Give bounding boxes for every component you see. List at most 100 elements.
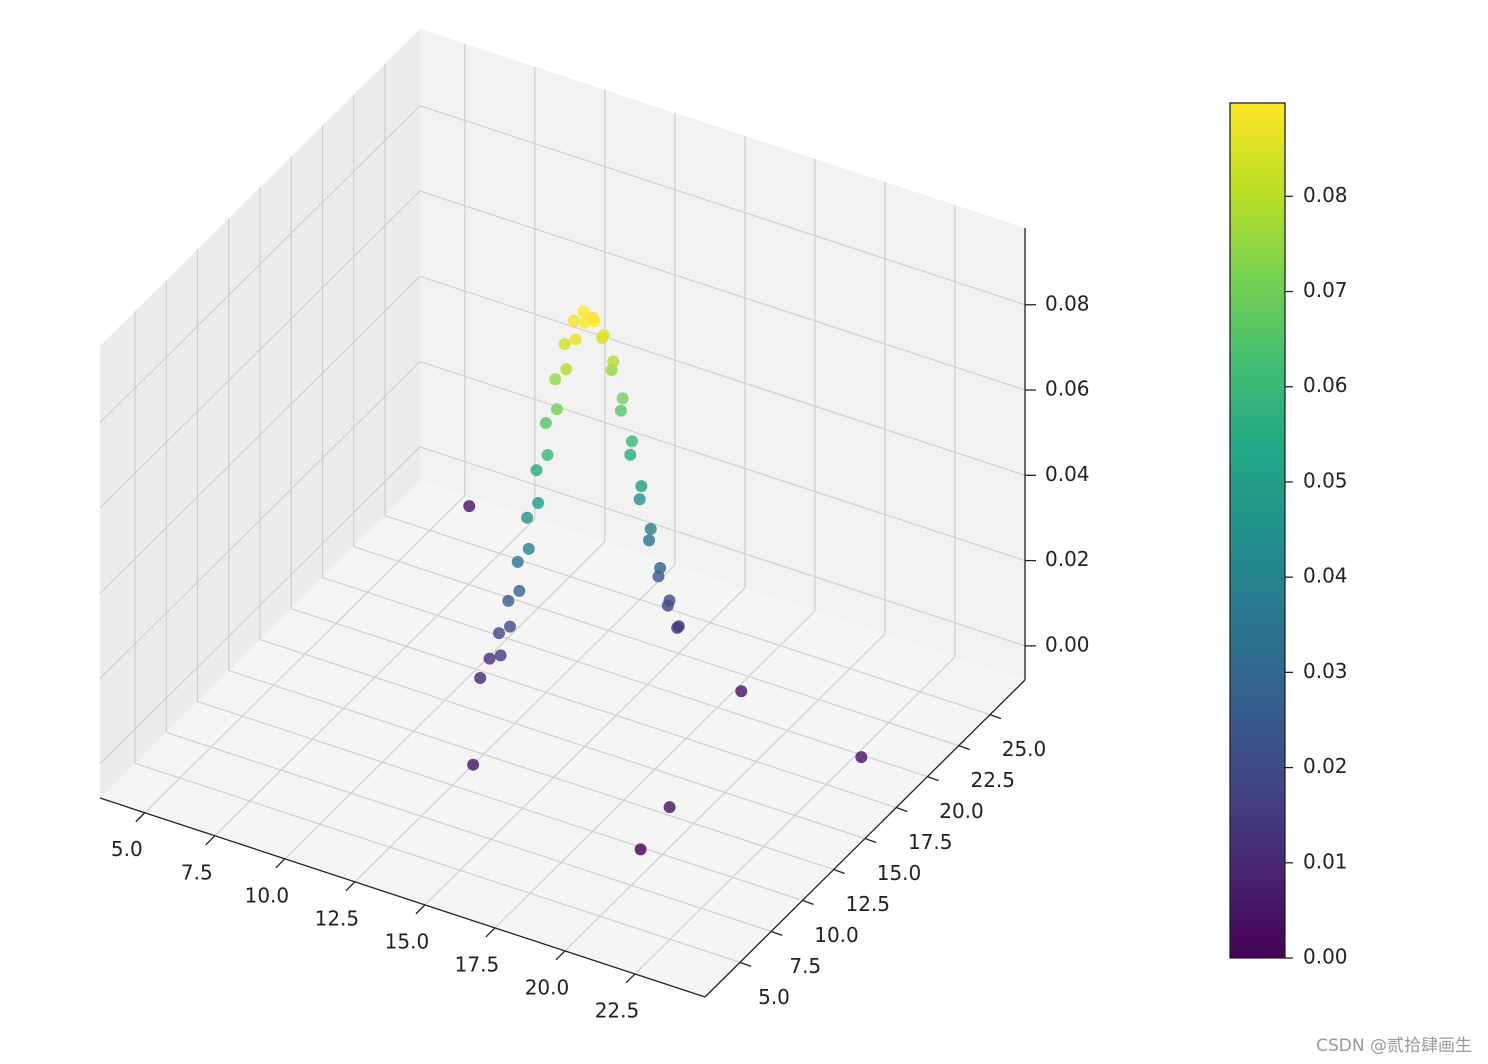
z-tick-label: 0.08 xyxy=(1045,291,1090,315)
point xyxy=(467,758,480,771)
y-tick xyxy=(864,837,877,844)
z-tick-label: 0.04 xyxy=(1045,462,1090,486)
back-pane xyxy=(420,29,1025,680)
y-tick-label: 17.5 xyxy=(908,830,953,854)
axis-line xyxy=(704,679,1026,998)
grid-line xyxy=(384,515,991,716)
grid-line xyxy=(99,361,421,680)
x-tick-label: 5.0 xyxy=(111,837,143,861)
point xyxy=(588,315,601,328)
x-tick-label: 15.0 xyxy=(385,929,430,953)
grid-line xyxy=(134,762,741,963)
point xyxy=(558,337,571,350)
point xyxy=(663,801,676,814)
point xyxy=(549,373,562,386)
x-tick xyxy=(415,904,426,915)
grid-line xyxy=(419,275,1026,476)
y-tick xyxy=(739,961,752,967)
point xyxy=(474,672,487,685)
x-tick-label: 12.5 xyxy=(315,906,360,930)
y-tick-label: 7.5 xyxy=(789,954,821,978)
point xyxy=(624,448,637,461)
point xyxy=(643,534,656,547)
y-tick xyxy=(896,806,908,813)
grid-line xyxy=(419,105,1026,306)
point xyxy=(463,500,476,513)
z-tick-label: 0.06 xyxy=(1045,377,1090,401)
point xyxy=(644,522,657,535)
x-tick xyxy=(205,835,216,846)
grid-line xyxy=(197,700,803,901)
y-tick-label: 12.5 xyxy=(845,892,890,916)
axis-line xyxy=(99,797,706,998)
grid-line xyxy=(99,446,421,765)
grid-line xyxy=(99,190,421,509)
y-tick xyxy=(958,745,970,751)
point xyxy=(541,448,554,461)
point xyxy=(539,416,552,429)
point xyxy=(607,355,620,368)
point xyxy=(614,404,627,417)
colorbar-tick-label: 0.06 xyxy=(1303,373,1348,397)
x-tick-label: 7.5 xyxy=(181,860,213,884)
grid xyxy=(99,43,1026,975)
point xyxy=(492,627,505,640)
x-tick-label: 17.5 xyxy=(455,952,500,976)
point xyxy=(672,620,685,633)
x-tick-label: 10.0 xyxy=(245,883,290,907)
x-tick xyxy=(555,950,566,961)
points xyxy=(463,305,868,856)
point xyxy=(513,584,526,597)
colorbar-tick-label: 0.07 xyxy=(1303,278,1348,302)
x-tick xyxy=(625,973,636,984)
point xyxy=(625,435,638,448)
grid-line xyxy=(166,731,772,932)
y-tick-label: 25.0 xyxy=(1002,737,1047,761)
point xyxy=(735,685,748,698)
grid-line xyxy=(99,275,421,594)
point xyxy=(579,316,592,329)
x-tick xyxy=(345,881,356,892)
point xyxy=(530,464,543,477)
colorbar: 0.00 0.01 0.02 0.03 0.04 0.05 0.06 0.07 0.08 xyxy=(1229,102,1348,969)
x-tick xyxy=(485,927,496,938)
point xyxy=(494,649,507,662)
point xyxy=(521,511,534,524)
point xyxy=(597,328,610,341)
y-tick xyxy=(927,775,939,782)
point xyxy=(532,497,545,510)
point xyxy=(560,363,573,376)
x-tick xyxy=(135,812,146,823)
colorbar-body xyxy=(1229,102,1286,959)
x-tick-label: 22.5 xyxy=(595,998,640,1022)
y-tick-label: 20.0 xyxy=(939,799,984,823)
colorbar-tick-label: 0.00 xyxy=(1303,945,1348,969)
point xyxy=(663,594,676,607)
colorbar-tick-label: 0.04 xyxy=(1303,564,1348,588)
z-tick-label: 0.00 xyxy=(1045,632,1090,656)
point xyxy=(511,555,524,568)
point xyxy=(855,751,868,764)
grid-line xyxy=(228,669,834,871)
z-tick-label: 0.02 xyxy=(1045,547,1090,571)
y-tick-label: 22.5 xyxy=(970,768,1015,792)
y-tick xyxy=(771,930,783,936)
panes xyxy=(100,29,1025,997)
point xyxy=(550,403,563,416)
y-tick-label: 5.0 xyxy=(758,985,790,1009)
grid-line xyxy=(291,607,897,809)
point xyxy=(502,594,515,607)
x-tick xyxy=(275,858,286,869)
point xyxy=(522,542,535,555)
x-tick-label: 20.0 xyxy=(525,975,570,999)
watermark: CSDN @贰拾肆画生 xyxy=(1316,1036,1472,1056)
point xyxy=(577,305,590,318)
colorbar-tick-label: 0.01 xyxy=(1303,849,1348,873)
y-tick xyxy=(802,899,814,906)
colorbar-tick-label: 0.08 xyxy=(1303,183,1348,207)
point xyxy=(569,333,582,346)
y-tick xyxy=(833,868,845,875)
colorbar-tick-label: 0.05 xyxy=(1303,468,1348,492)
y-tick-label: 15.0 xyxy=(877,861,922,885)
